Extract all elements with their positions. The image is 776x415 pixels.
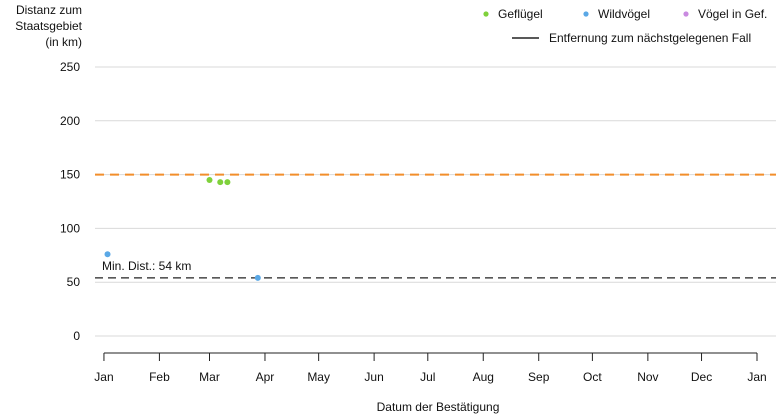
- x-tick-label: Nov: [637, 370, 658, 384]
- y-tick-label: 0: [73, 329, 80, 343]
- legend-item: Vögel in Gef.: [683, 7, 767, 21]
- legend-marker: [483, 11, 489, 17]
- legend: Geflügel Wildvögel Vögel in Gef. Entfernung…: [483, 7, 767, 45]
- reference-lines: Min. Dist.: 54 km: [95, 173, 776, 279]
- y-tick-label: 100: [60, 221, 80, 235]
- x-tick-label: Oct: [583, 370, 602, 384]
- legend-item-line: Entfernung zum nächstgelegenen Fall: [512, 31, 751, 45]
- x-tick-label: Jul: [420, 370, 435, 384]
- legend-label: Vögel in Gef.: [698, 7, 767, 21]
- x-axis-title: Datum der Bestätigung: [377, 400, 500, 414]
- legend-marker: [583, 11, 589, 17]
- x-tick-label: Jun: [364, 370, 383, 384]
- x-tick-label: May: [307, 370, 330, 384]
- data-point: [206, 176, 213, 183]
- x-tick-label: Aug: [473, 370, 494, 384]
- x-tick-label: Apr: [256, 370, 275, 384]
- y-axis-title: Distanz zum Staatsgebiet (in km): [15, 3, 82, 49]
- reference-line-label: Min. Dist.: 54 km: [102, 259, 191, 273]
- y-tick-label: 150: [60, 168, 80, 182]
- legend-item: Wildvögel: [583, 7, 650, 21]
- x-tick-label: Sep: [528, 370, 550, 384]
- x-axis: Jan Feb Mar Apr May Jun Jul Aug Sep Oct Nov Dec Jan: [94, 352, 767, 384]
- y-axis-title-line-2: Staatsgebiet: [15, 19, 82, 33]
- data-point: [224, 179, 231, 186]
- data-point: [254, 274, 261, 281]
- legend-marker: [683, 11, 689, 17]
- legend-item: Geflügel: [483, 7, 543, 21]
- y-tick-label: 250: [60, 60, 80, 74]
- data-point: [217, 179, 224, 186]
- legend-label: Geflügel: [498, 7, 543, 21]
- data-point: [104, 251, 111, 258]
- y-axis-title-line-3: (in km): [45, 35, 82, 49]
- legend-label: Wildvögel: [598, 7, 650, 21]
- x-tick-label: Mar: [199, 370, 220, 384]
- legend-line-label: Entfernung zum nächstgelegenen Fall: [549, 31, 751, 45]
- data-points: [104, 176, 261, 281]
- y-tick-label: 200: [60, 114, 80, 128]
- y-axis-title-line-1: Distanz zum: [16, 3, 82, 17]
- gridlines: [95, 66, 776, 337]
- x-tick-label: Feb: [149, 370, 170, 384]
- y-axis-ticks: 0 50 100 150 200 250: [60, 60, 80, 343]
- x-tick-label: Jan: [94, 370, 113, 384]
- x-tick-label: Dec: [691, 370, 712, 384]
- y-tick-label: 50: [67, 275, 81, 289]
- x-tick-label: Jan: [747, 370, 766, 384]
